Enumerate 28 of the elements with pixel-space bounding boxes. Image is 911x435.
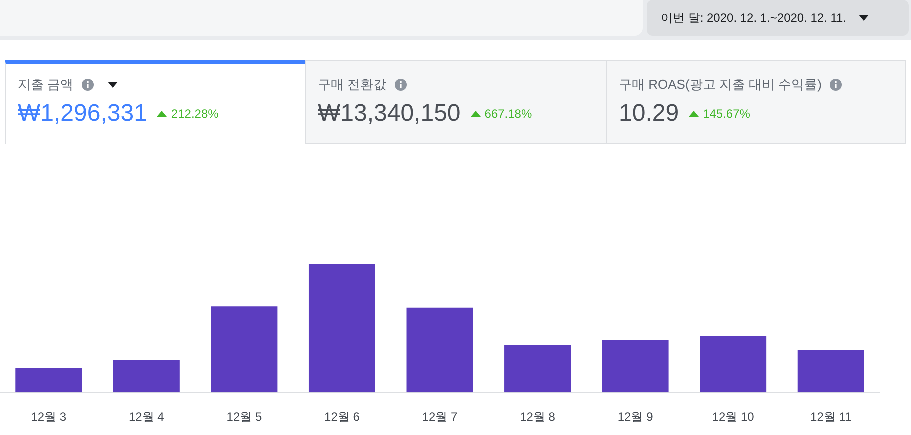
text: 10.29 bbox=[619, 100, 680, 128]
bar bbox=[16, 368, 82, 393]
bar bbox=[602, 340, 669, 393]
text: 구매 전환값 bbox=[318, 76, 387, 94]
bar bbox=[798, 350, 864, 393]
bar bbox=[113, 360, 180, 393]
bar bbox=[504, 345, 572, 393]
x-tick-label: 12월 7 bbox=[422, 410, 458, 424]
bar bbox=[308, 264, 376, 393]
text: 지출 금액 bbox=[18, 76, 74, 94]
x-tick-label: 12월 11 bbox=[810, 410, 852, 424]
x-tick-label: 12월 8 bbox=[520, 410, 556, 424]
text: ₩13,340,150 bbox=[318, 100, 461, 128]
text: 이번 달: 2020. 12. 1.~2020. 12. 11. bbox=[661, 10, 847, 26]
text: 667.18% bbox=[484, 107, 532, 121]
x-tick-label: 12월 5 bbox=[226, 410, 262, 424]
text: ₩1,296,331 bbox=[18, 100, 148, 128]
bar bbox=[211, 306, 278, 393]
text: 212.28% bbox=[170, 107, 219, 121]
x-tick-label: 12월 4 bbox=[128, 410, 165, 424]
text: 145.67% bbox=[702, 107, 750, 121]
x-tick-label: 12월 3 bbox=[31, 410, 67, 424]
x-tick-label: 12월 10 bbox=[712, 410, 755, 424]
x-tick-label: 12월 6 bbox=[324, 410, 360, 424]
bar bbox=[700, 336, 767, 393]
x-tick-label: 12월 9 bbox=[618, 410, 654, 424]
bar bbox=[406, 308, 474, 393]
text: 구매 ROAS(광고 지출 대비 수익률) bbox=[619, 76, 822, 94]
